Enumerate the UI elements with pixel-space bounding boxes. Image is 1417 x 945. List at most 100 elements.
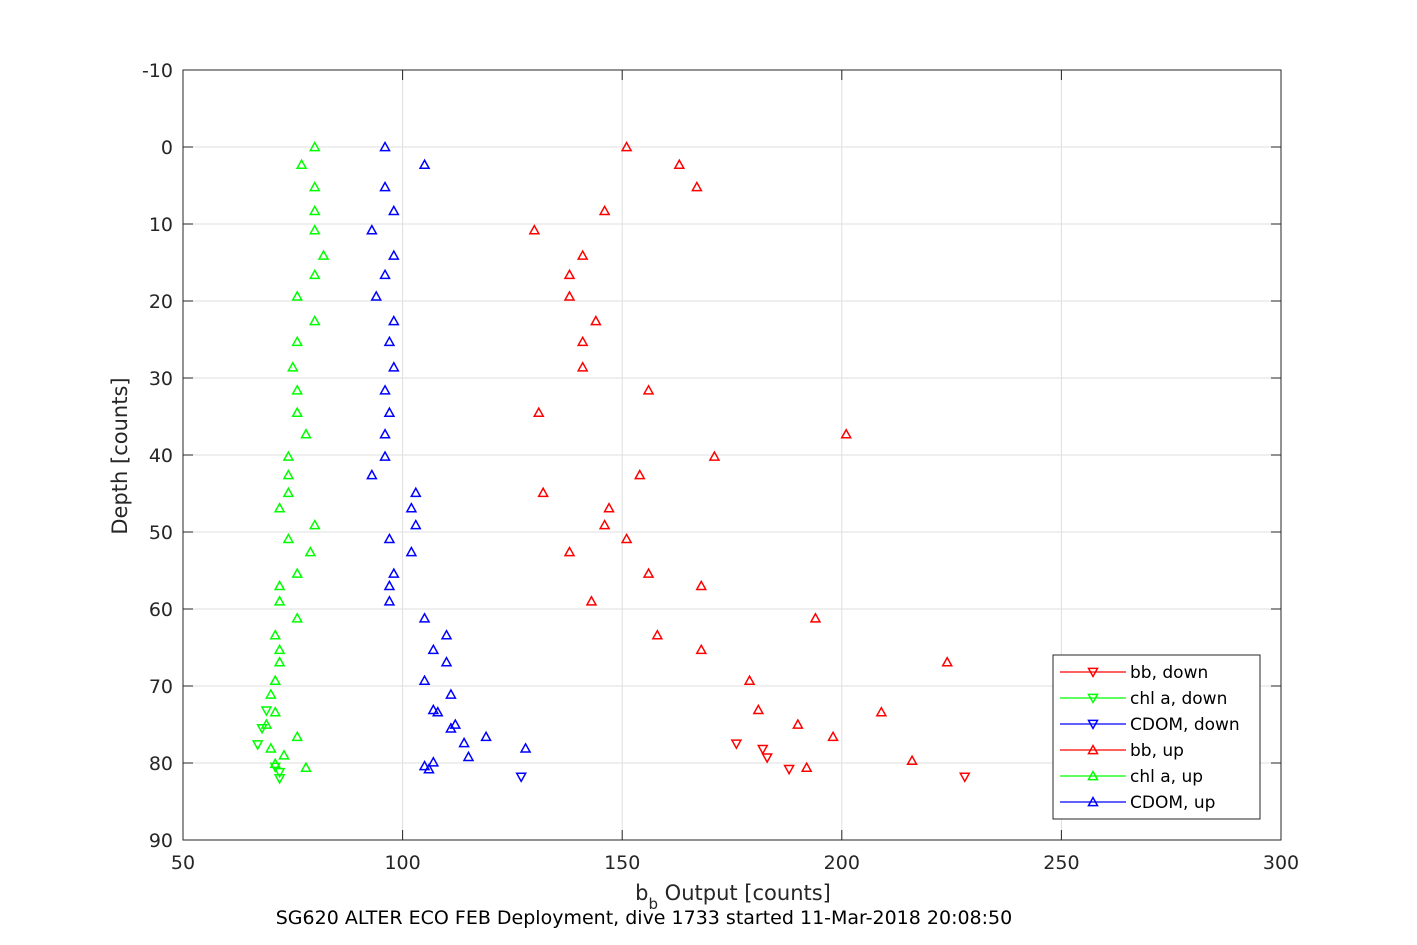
y-tick-label: 20 xyxy=(149,291,173,313)
data-point xyxy=(308,224,321,235)
data-point xyxy=(673,158,686,170)
data-point xyxy=(260,718,273,729)
data-point xyxy=(427,643,440,655)
x-tick-labels: 50 100 150 200 250 300 xyxy=(171,852,1299,874)
data-point xyxy=(308,180,321,192)
legend-item: CDOM, down xyxy=(1060,715,1240,735)
data-point xyxy=(576,361,589,372)
data-point xyxy=(366,224,378,235)
data-point xyxy=(273,595,286,606)
data-point xyxy=(273,656,286,667)
data-point xyxy=(783,764,795,776)
data-point xyxy=(383,579,396,591)
data-point xyxy=(642,567,655,578)
data-point xyxy=(405,545,418,557)
data-points xyxy=(251,140,971,785)
data-point xyxy=(603,502,615,513)
x-tick-label: 150 xyxy=(604,852,640,874)
x-tick-label: 300 xyxy=(1263,852,1299,874)
data-point xyxy=(532,406,545,417)
data-point xyxy=(282,532,295,544)
data-point xyxy=(563,268,576,280)
data-point xyxy=(418,158,431,170)
y-tick-label: 50 xyxy=(149,522,173,544)
data-point xyxy=(756,744,769,756)
data-point xyxy=(388,314,400,326)
data-point xyxy=(633,468,646,480)
legend-item: bb, up xyxy=(1060,741,1184,761)
data-point xyxy=(642,384,655,395)
data-point xyxy=(708,450,721,461)
y-tick-label: 30 xyxy=(149,368,173,390)
y-axis-label: Depth [counts] xyxy=(108,377,132,534)
data-point xyxy=(300,761,312,772)
data-point xyxy=(291,612,303,623)
data-point xyxy=(269,629,282,640)
data-point xyxy=(273,502,286,513)
y-tick-label: -10 xyxy=(142,60,173,82)
data-point xyxy=(308,314,321,326)
legend-item: bb, down xyxy=(1060,663,1208,683)
data-point xyxy=(427,703,440,715)
data-point xyxy=(800,761,813,772)
data-point xyxy=(875,706,888,717)
data-point xyxy=(809,612,822,623)
data-point xyxy=(598,204,611,216)
data-point xyxy=(388,204,400,216)
series-3 xyxy=(528,140,953,772)
data-point xyxy=(695,643,708,655)
legend-item: chl a, up xyxy=(1060,767,1203,787)
data-point xyxy=(291,290,303,301)
data-point xyxy=(598,519,611,530)
x-tick-label: 100 xyxy=(384,852,420,874)
data-point xyxy=(519,742,532,753)
data-point xyxy=(265,688,277,699)
data-point xyxy=(379,180,391,192)
data-point xyxy=(388,361,400,372)
data-point xyxy=(291,384,303,395)
triangle-up-icon xyxy=(1087,769,1099,781)
data-point xyxy=(695,579,708,591)
data-point xyxy=(251,740,264,751)
data-point xyxy=(651,629,664,640)
data-point xyxy=(366,468,378,480)
data-point xyxy=(278,749,290,760)
series-2 xyxy=(515,772,527,783)
data-point xyxy=(291,730,303,742)
data-point xyxy=(752,703,765,715)
data-point xyxy=(370,290,383,301)
data-point xyxy=(761,753,773,764)
y-tick-label: 60 xyxy=(149,599,173,621)
data-point xyxy=(379,450,391,461)
y-tick-label: 10 xyxy=(149,214,173,236)
y-tick-label: 80 xyxy=(149,753,173,775)
data-point xyxy=(840,428,852,439)
triangle-up-icon xyxy=(1087,795,1099,807)
data-point xyxy=(418,612,431,623)
data-point xyxy=(300,428,312,439)
x-tick-label: 200 xyxy=(824,852,860,874)
triangle-up-icon xyxy=(1087,743,1099,755)
data-point xyxy=(418,674,431,685)
data-point xyxy=(590,314,602,326)
triangle-down-icon xyxy=(1087,667,1099,679)
data-point xyxy=(537,486,549,498)
data-point xyxy=(458,736,470,748)
data-point xyxy=(269,674,282,685)
data-point xyxy=(515,772,527,783)
data-point xyxy=(431,706,444,717)
data-point xyxy=(528,224,541,235)
data-point xyxy=(273,579,286,591)
data-point xyxy=(563,545,576,557)
data-point xyxy=(282,468,295,480)
data-point xyxy=(308,268,321,280)
data-point xyxy=(287,361,299,372)
data-point xyxy=(269,757,282,769)
y-tick-label: 40 xyxy=(149,445,173,467)
data-point xyxy=(410,519,422,530)
y-tick-label: 90 xyxy=(149,830,173,852)
y-tick-label: 70 xyxy=(149,676,173,698)
data-point xyxy=(379,384,391,395)
data-point xyxy=(269,706,282,717)
